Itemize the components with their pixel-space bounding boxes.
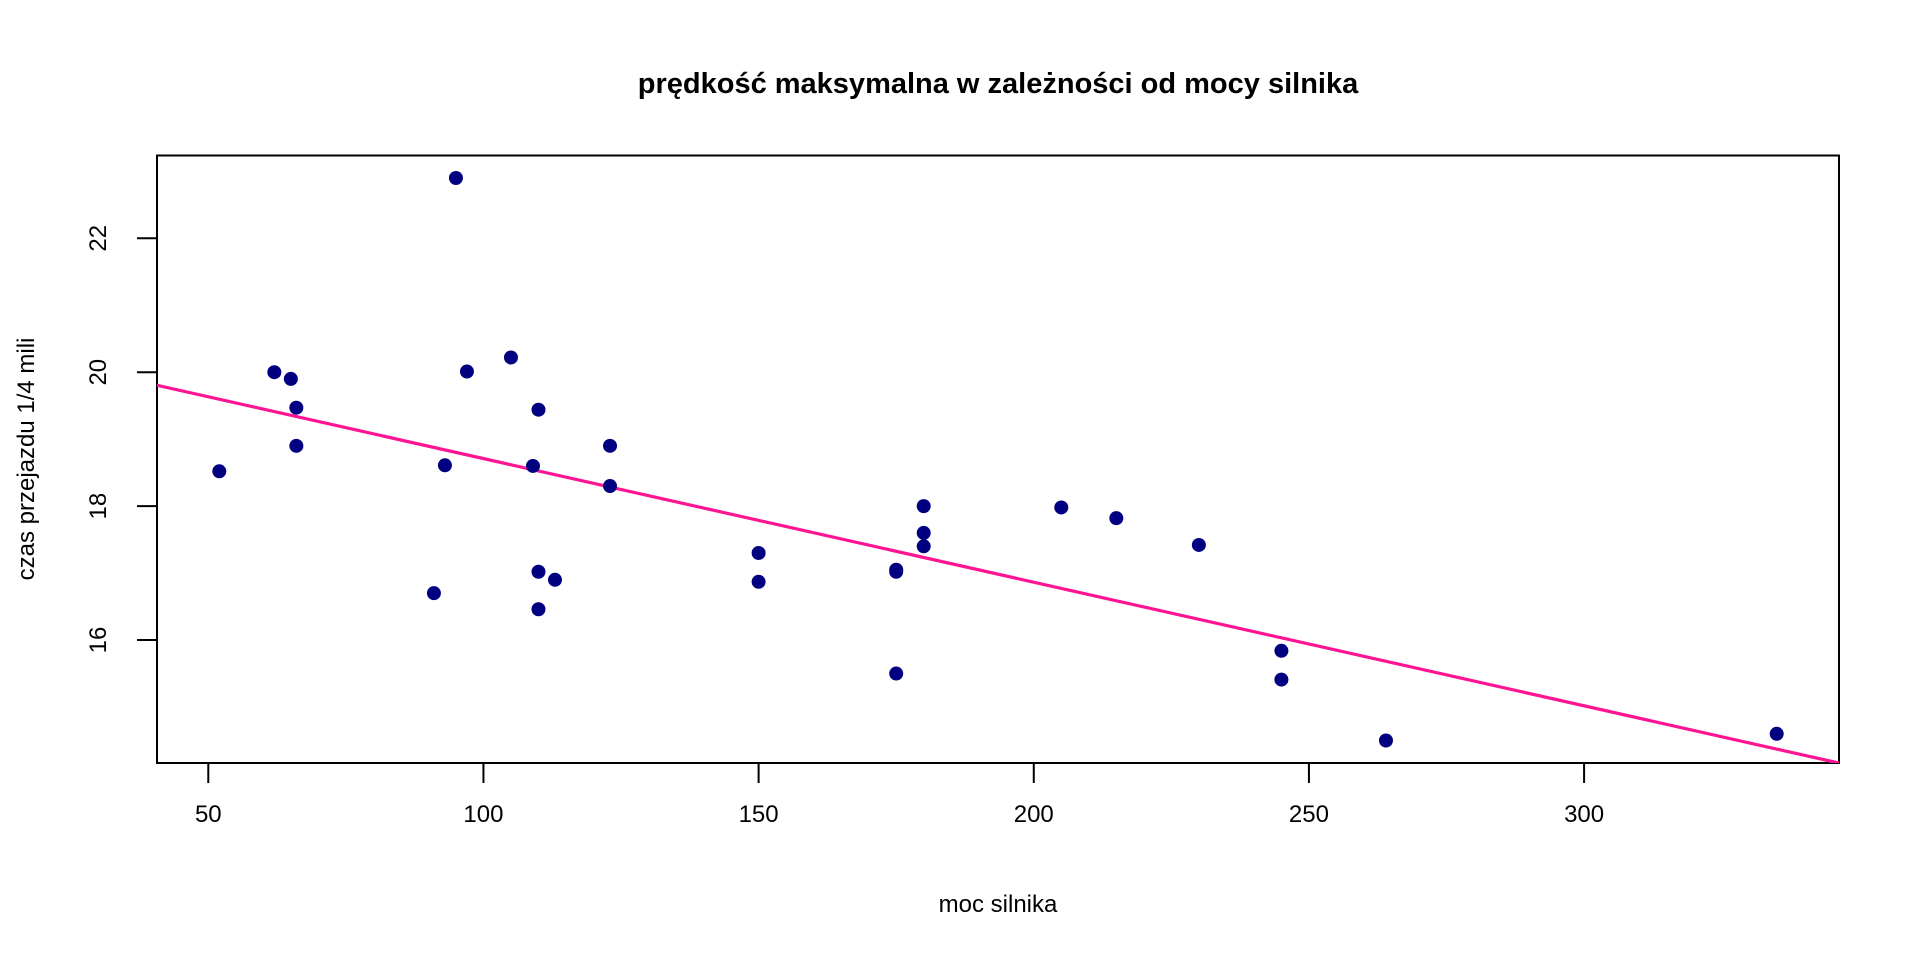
data-point — [503, 350, 518, 365]
regression-line-layer — [157, 383, 1839, 763]
data-point — [289, 438, 304, 453]
points-layer — [212, 171, 1784, 748]
x-tick-label: 150 — [739, 801, 779, 828]
y-tick-label: 18 — [85, 493, 112, 520]
plot-box — [156, 154, 1840, 764]
data-point — [531, 564, 546, 579]
data-point — [437, 458, 452, 473]
y-tick-label: 22 — [85, 225, 112, 252]
x-tick-label: 300 — [1564, 801, 1604, 828]
data-point — [267, 365, 282, 380]
data-point — [1109, 511, 1124, 526]
x-tick-label: 100 — [463, 801, 503, 828]
regression-line — [157, 383, 1839, 763]
data-point — [531, 402, 546, 417]
data-point — [603, 438, 618, 453]
data-point — [283, 371, 298, 386]
chart-title: prędkość maksymalna w zależności od mocy… — [638, 68, 1359, 100]
y-tick-label: 16 — [85, 627, 112, 654]
data-point — [212, 464, 227, 479]
data-point — [916, 499, 931, 514]
data-point — [1191, 537, 1206, 552]
data-point — [889, 562, 904, 577]
data-point — [1274, 672, 1289, 687]
data-point — [426, 586, 441, 601]
data-point — [916, 525, 931, 540]
data-point — [751, 574, 766, 589]
data-point — [459, 364, 474, 379]
data-point — [547, 572, 562, 587]
data-point — [889, 666, 904, 681]
data-point — [1054, 500, 1069, 515]
data-point — [916, 539, 931, 554]
data-point — [1769, 726, 1784, 741]
x-tick-label: 250 — [1289, 801, 1329, 828]
data-point — [603, 479, 618, 494]
y-axis-label: czas przejazdu 1/4 mili — [13, 338, 40, 581]
data-point — [289, 400, 304, 415]
data-point — [531, 602, 546, 617]
x-tick-label: 50 — [195, 801, 222, 828]
x-tick-label: 200 — [1014, 801, 1054, 828]
x-axis-label: moc silnika — [939, 891, 1058, 918]
data-point — [751, 546, 766, 560]
y-axis: 16 18 20 22 — [85, 225, 158, 654]
data-point — [448, 171, 463, 185]
x-axis: 50 100 150 200 250 300 — [195, 762, 1604, 828]
data-point — [1274, 643, 1289, 658]
data-point — [1378, 733, 1393, 748]
y-tick-label: 20 — [85, 359, 112, 386]
data-point — [525, 458, 540, 473]
